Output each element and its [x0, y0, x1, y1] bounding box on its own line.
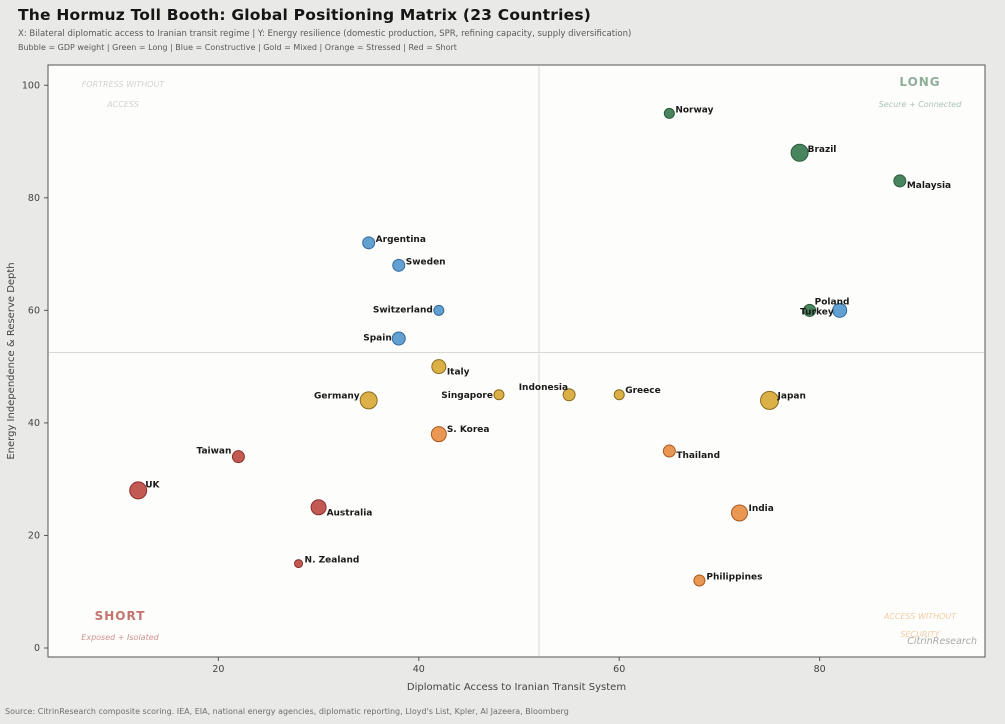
country-label-brazil: Brazil — [808, 145, 837, 155]
country-label-italy: Italy — [447, 368, 470, 378]
bubble-s-korea — [430, 426, 447, 443]
x-tick-label: 80 — [814, 664, 826, 675]
y-tick-label: 100 — [22, 80, 40, 91]
bubble-argentina — [362, 236, 376, 250]
bubble-singapore — [493, 389, 505, 401]
country-label-sweden: Sweden — [406, 257, 446, 267]
source-note: Source: CitrinResearch composite scoring… — [5, 707, 569, 716]
country-label-poland: Poland — [815, 297, 850, 307]
country-label-thailand: Thailand — [676, 451, 720, 461]
country-label-japan: Japan — [777, 391, 806, 401]
country-label-switzerland: Switzerland — [373, 305, 433, 315]
chart-title: The Hormuz Toll Booth: Global Positionin… — [18, 6, 592, 24]
bubble-poland — [803, 303, 817, 317]
country-label-turkey: Turkey — [800, 307, 834, 317]
bubble-turkey — [832, 302, 848, 318]
quadrant-top-right-title: LONG — [899, 75, 940, 89]
bubble-switzerland — [433, 304, 445, 316]
bubble-brazil — [790, 143, 809, 162]
y-axis-label: Energy Independence & Reserve Depth — [6, 262, 17, 459]
x-tick-label: 40 — [413, 664, 425, 675]
country-label-indonesia: Indonesia — [519, 383, 568, 393]
country-label-malaysia: Malaysia — [907, 181, 951, 191]
country-label-taiwan: Taiwan — [196, 447, 231, 457]
bubble-indonesia — [562, 388, 576, 402]
bubble-n-zealand — [294, 559, 304, 569]
y-tick-label: 20 — [28, 530, 40, 541]
bubble-philippines — [693, 574, 706, 587]
y-tick-label: 40 — [28, 418, 40, 429]
watermark: CitrinResearch — [907, 636, 977, 647]
quadrant-top-left-line2: ACCESS — [106, 100, 139, 109]
quadrant-bottom-right-line1: ACCESS WITHOUT — [883, 612, 957, 621]
country-label-argentina: Argentina — [376, 235, 426, 245]
chart-subtitle-legend: Bubble = GDP weight | Green = Long | Blu… — [18, 43, 457, 52]
country-label-norway: Norway — [675, 105, 713, 115]
bubble-taiwan — [231, 450, 245, 464]
x-tick-label: 20 — [212, 664, 224, 675]
y-tick-label: 0 — [34, 643, 40, 654]
country-label-s-korea: S. Korea — [447, 425, 490, 435]
plot-area — [47, 64, 986, 658]
x-axis-label: Diplomatic Access to Iranian Transit Sys… — [407, 682, 626, 693]
quadrant-bottom-right-line2: SECURITY — [900, 630, 940, 639]
bubble-australia — [310, 499, 327, 516]
country-label-india: India — [748, 504, 773, 514]
bubble-greece — [613, 389, 625, 401]
country-label-singapore: Singapore — [441, 391, 493, 401]
quadrant-bottom-left-title: SHORT — [95, 609, 146, 623]
country-label-spain: Spain — [363, 333, 392, 343]
bubble-india — [730, 504, 748, 522]
quadrant-top-right-subtitle: Secure + Connected — [879, 100, 962, 109]
country-label-philippines: Philippines — [706, 572, 762, 582]
country-label-greece: Greece — [625, 386, 660, 396]
country-label-germany: Germany — [314, 391, 360, 401]
chart-subtitle-axes: X: Bilateral diplomatic access to Irania… — [18, 29, 632, 39]
quadrant-bottom-left-subtitle: Exposed + Isolated — [81, 633, 159, 642]
y-tick-label: 60 — [28, 305, 40, 316]
bubble-malaysia — [893, 174, 907, 188]
bubble-norway — [663, 107, 675, 119]
bubble-sweden — [392, 258, 406, 272]
x-tick-label: 60 — [613, 664, 625, 675]
country-label-australia: Australia — [327, 508, 373, 518]
country-label-uk: UK — [145, 480, 160, 490]
bubble-thailand — [662, 444, 676, 458]
country-label-n-zealand: N. Zealand — [305, 556, 360, 566]
quadrant-top-left-line1: FORTRESS WITHOUT — [82, 80, 166, 89]
bubble-uk — [129, 481, 148, 500]
bubble-spain — [391, 331, 406, 346]
bubble-germany — [359, 391, 378, 410]
bubble-japan — [760, 390, 780, 410]
bubble-italy — [431, 359, 447, 375]
y-tick-label: 80 — [28, 193, 40, 204]
